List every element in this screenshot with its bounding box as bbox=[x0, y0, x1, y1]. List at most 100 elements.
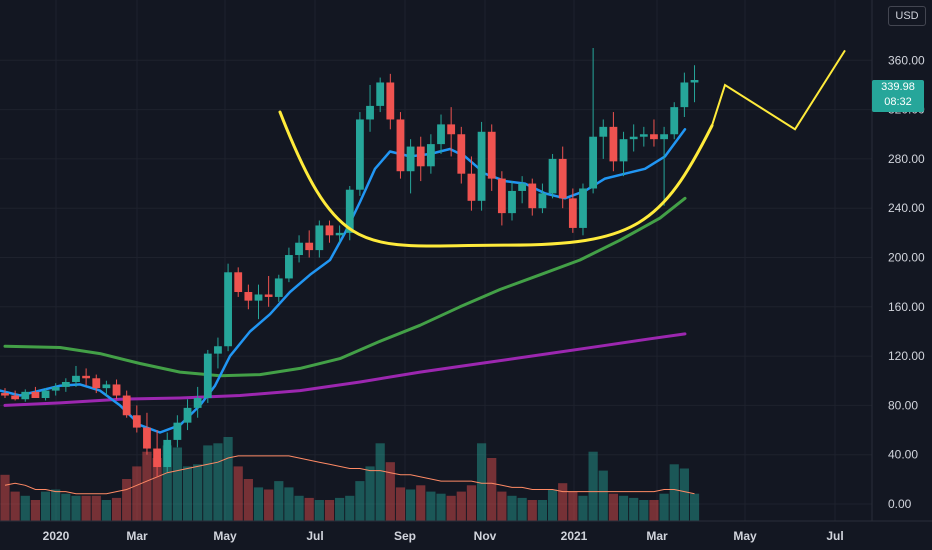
candle-body bbox=[426, 144, 435, 167]
time-tick-label: Mar bbox=[646, 529, 668, 543]
volume-bar bbox=[395, 487, 406, 521]
candle bbox=[568, 188, 577, 233]
candle bbox=[599, 119, 608, 159]
candle bbox=[619, 131, 628, 177]
candle bbox=[609, 112, 618, 172]
last-price-label: 339.98 08:32 bbox=[872, 80, 924, 112]
cup-pattern-drawing[interactable] bbox=[278, 49, 846, 248]
candle-body bbox=[589, 136, 598, 189]
volume-bar bbox=[81, 495, 91, 521]
candle bbox=[548, 153, 557, 199]
candle bbox=[426, 134, 435, 174]
candle bbox=[305, 230, 314, 258]
candle-body bbox=[143, 427, 151, 449]
volume-bar bbox=[20, 495, 30, 521]
volume-bar bbox=[416, 485, 426, 521]
volume-bar bbox=[507, 495, 517, 521]
candle-body bbox=[315, 225, 324, 251]
candle bbox=[386, 73, 395, 130]
candle-body bbox=[660, 134, 668, 140]
volume-bar bbox=[345, 495, 355, 521]
candle-body bbox=[244, 292, 253, 301]
candle bbox=[589, 47, 598, 194]
candle bbox=[528, 178, 537, 216]
volume-bar bbox=[375, 443, 385, 521]
candle-body bbox=[234, 272, 243, 293]
candle bbox=[41, 388, 50, 401]
candle-body bbox=[548, 158, 557, 194]
candle-body bbox=[447, 124, 456, 135]
candle-body bbox=[31, 391, 40, 399]
time-tick-label: Sep bbox=[394, 529, 416, 543]
volume-bar bbox=[497, 491, 507, 521]
candle-body bbox=[61, 381, 70, 387]
volume-bar bbox=[30, 500, 41, 521]
volume-bar bbox=[324, 500, 335, 521]
candle bbox=[356, 112, 364, 196]
candle bbox=[437, 114, 445, 154]
volume-bar bbox=[689, 493, 700, 521]
candle-body bbox=[406, 146, 415, 172]
bar-countdown: 08:32 bbox=[884, 96, 912, 108]
volume-bar bbox=[588, 451, 598, 521]
volume-bar bbox=[385, 462, 395, 521]
volume-bar bbox=[122, 479, 132, 521]
candle bbox=[518, 176, 527, 204]
projection-path bbox=[711, 49, 846, 131]
candle-body bbox=[508, 190, 516, 214]
candle bbox=[376, 77, 385, 113]
volume-bar bbox=[618, 495, 629, 521]
candle bbox=[690, 65, 699, 103]
time-tick-label: 2021 bbox=[561, 529, 588, 543]
volume-bar bbox=[264, 489, 274, 521]
candle-body bbox=[41, 390, 50, 399]
candle-body bbox=[183, 407, 192, 423]
candle-body bbox=[670, 107, 679, 135]
volume-bar bbox=[406, 489, 416, 521]
time-axis[interactable]: 2020 Mar May Jul Sep Nov 2021 Mar May Jul bbox=[43, 529, 844, 543]
volume-bar bbox=[243, 479, 253, 521]
volume-bar bbox=[426, 491, 436, 521]
candle-body bbox=[325, 225, 334, 236]
currency-button[interactable]: USD bbox=[888, 6, 926, 26]
volume-bar bbox=[203, 445, 213, 521]
price-tick-label: 40.00 bbox=[888, 448, 918, 462]
candle bbox=[538, 183, 547, 214]
candle-body bbox=[396, 119, 405, 172]
candle-body bbox=[356, 119, 364, 190]
candle-body bbox=[558, 158, 567, 199]
candle-body bbox=[416, 146, 425, 167]
candle-body bbox=[72, 375, 80, 382]
candle-body bbox=[132, 415, 141, 428]
candle-body bbox=[224, 272, 232, 347]
volume-bar bbox=[659, 493, 669, 521]
volume-bar bbox=[335, 497, 345, 521]
candle bbox=[1, 388, 9, 399]
candle bbox=[51, 383, 60, 396]
volume-bar bbox=[253, 487, 264, 521]
candle bbox=[487, 124, 496, 191]
volume-bar bbox=[639, 500, 649, 521]
price-tick-label: 0.00 bbox=[888, 497, 912, 511]
candle bbox=[579, 183, 587, 236]
candlestick-series bbox=[1, 47, 699, 477]
volume-bar bbox=[355, 481, 365, 521]
time-tick-label: May bbox=[733, 529, 757, 543]
volume-bar bbox=[71, 495, 81, 521]
candle bbox=[508, 181, 516, 221]
candle-body bbox=[51, 386, 60, 391]
candle-body bbox=[295, 242, 303, 256]
price-axis[interactable]: 360.00320.00280.00240.00200.00160.00120.… bbox=[888, 53, 925, 511]
candle bbox=[295, 235, 303, 263]
candle-body bbox=[264, 294, 273, 297]
candle-body bbox=[467, 173, 476, 201]
price-tick-label: 200.00 bbox=[888, 251, 925, 265]
candle bbox=[163, 432, 172, 472]
candle-body bbox=[487, 131, 496, 179]
volume-bar bbox=[142, 451, 152, 521]
candle-body bbox=[285, 255, 293, 279]
volume-bar bbox=[476, 443, 487, 521]
candle-body bbox=[173, 422, 182, 440]
